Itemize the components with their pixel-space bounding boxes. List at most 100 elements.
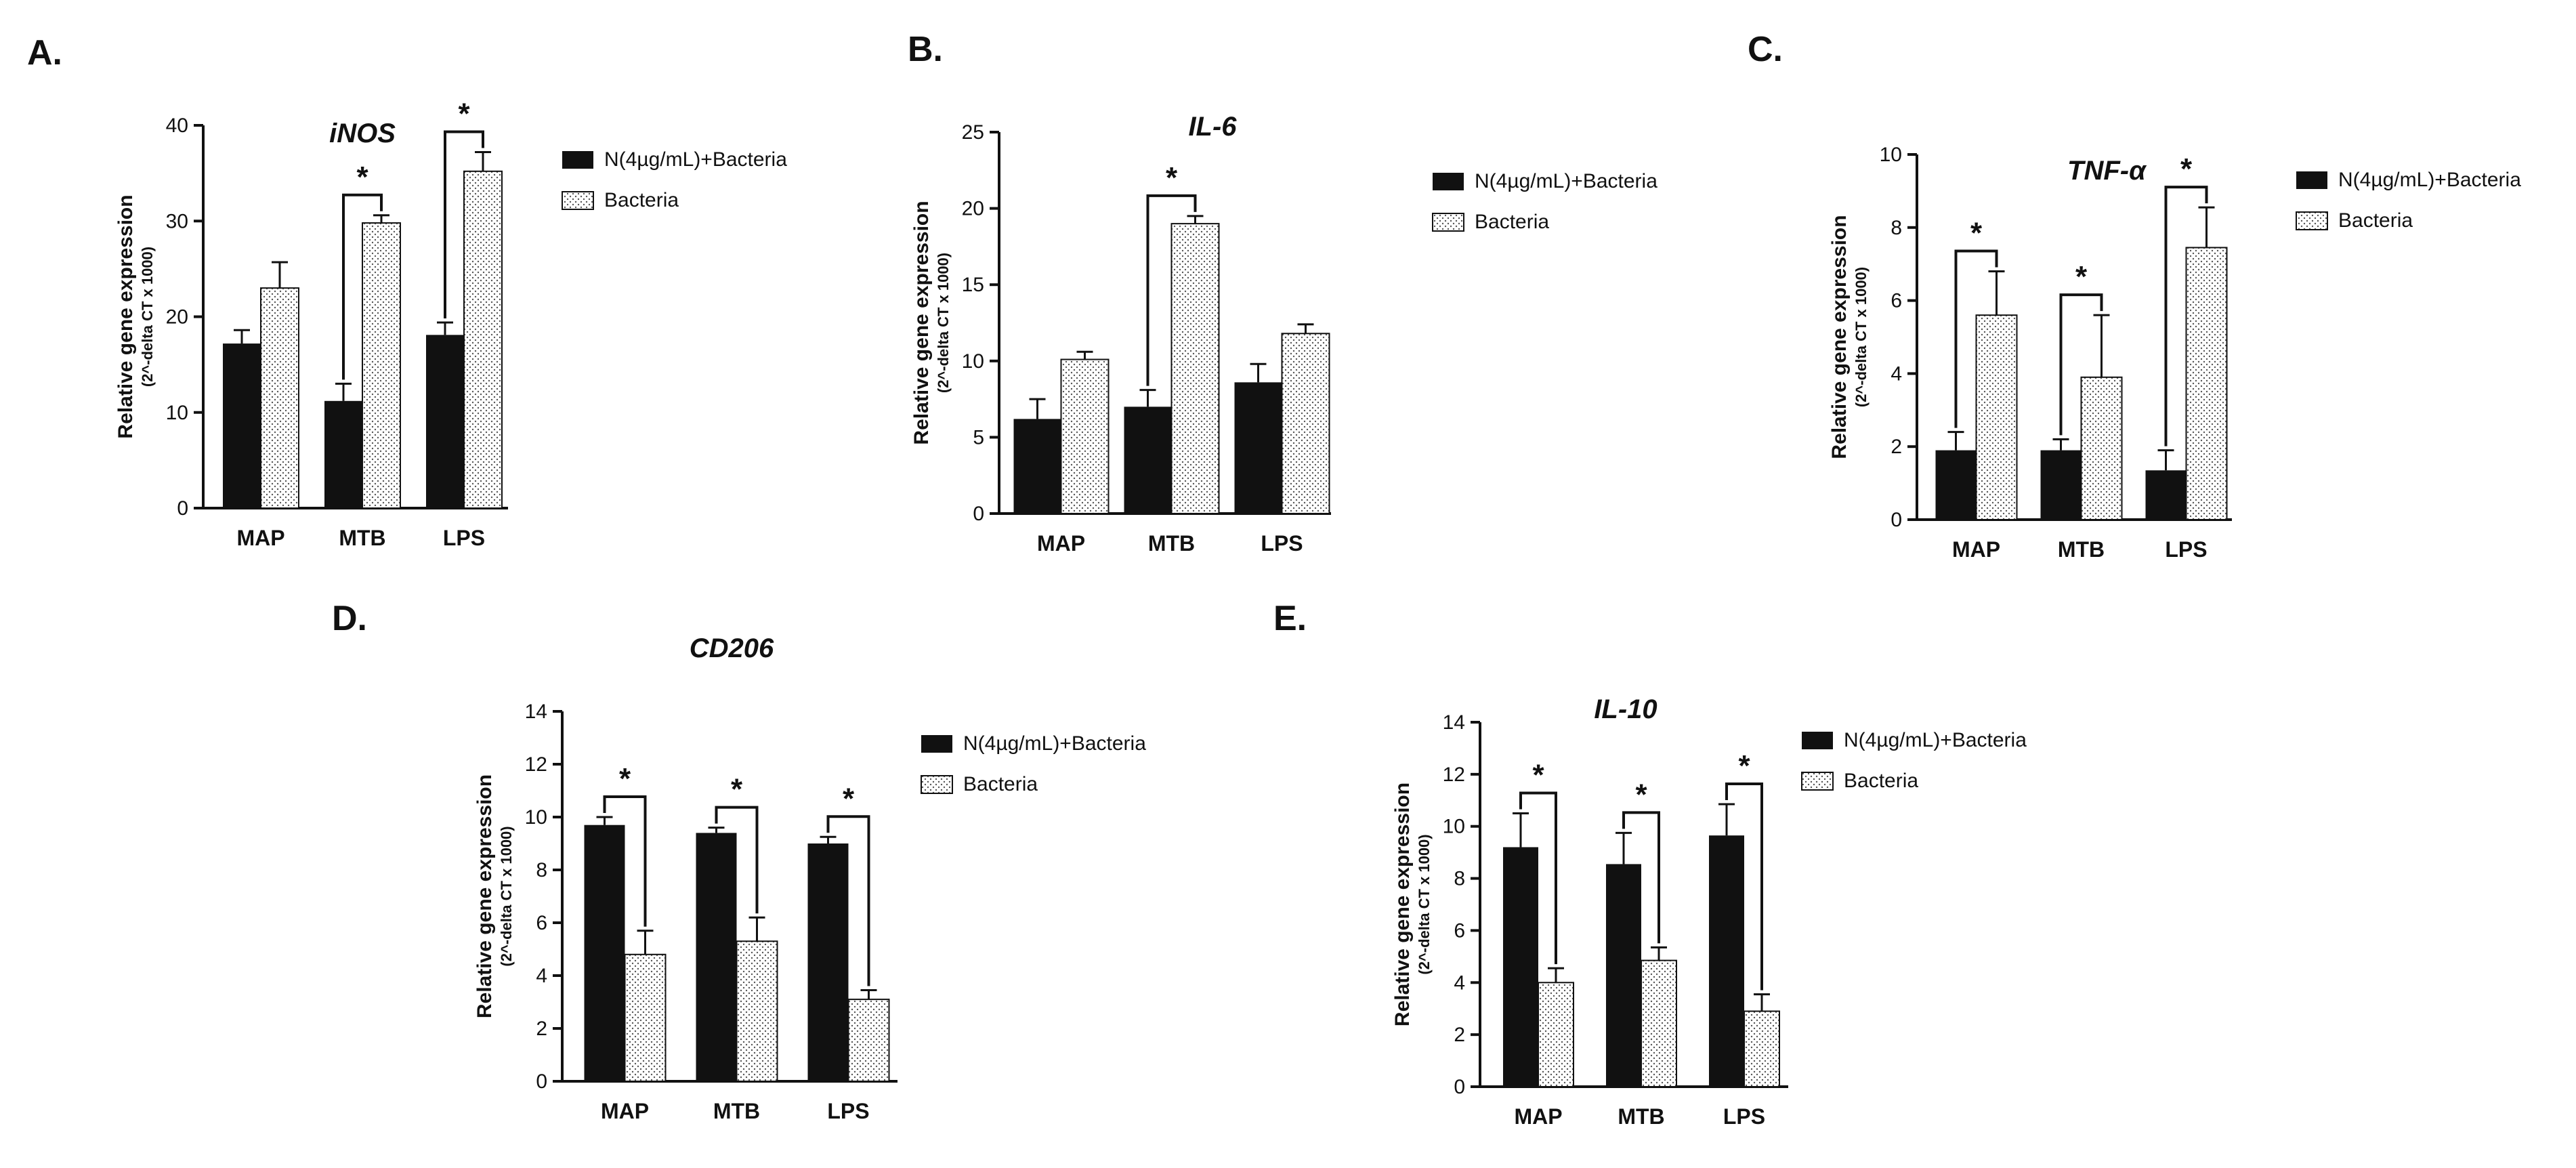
bar-bacteria-mtb: [1641, 959, 1677, 1088]
x-tick-label: LPS: [827, 1099, 869, 1123]
y-tick-label: 20: [962, 198, 984, 220]
y-tick-label: 10: [962, 350, 984, 373]
chart-panel-b: B. IL-6 Relative gene expression (2^-delta …: [908, 30, 1657, 556]
y-tick-label: 6: [1891, 290, 1902, 312]
significance-star-mtb: *: [1635, 778, 1647, 811]
significance-star-map: *: [1532, 759, 1544, 792]
y-axis-sublabel: (2^-delta CT x 1000): [139, 247, 156, 387]
y-tick-label: 0: [1454, 1076, 1465, 1098]
bar-treated-map: [1503, 847, 1538, 1087]
significance-star-mtb: *: [1166, 161, 1178, 194]
significance-bracket-lps: [1725, 783, 1763, 990]
y-tick-label: 0: [177, 497, 188, 520]
chart-panel-d: D. CD206 Relative gene expression (2^-delta…: [332, 599, 1146, 1123]
x-tick-label: LPS: [1261, 531, 1303, 556]
bar-treated-mtb: [696, 833, 737, 1081]
x-tick-label: MTB: [339, 526, 385, 550]
bar-treated-mtb: [324, 400, 362, 508]
x-tick-label: MTB: [2058, 537, 2105, 562]
chart-panel-e: E. IL-10 Relative gene expression (2^-delta…: [1273, 599, 2027, 1129]
bar-treated-map: [584, 825, 625, 1081]
y-tick-label: 30: [166, 210, 188, 232]
chart-title: iNOS: [329, 119, 396, 148]
significance-star-lps: *: [2180, 152, 2193, 186]
significance-bracket-lps: [444, 130, 484, 318]
x-tick-label: MAP: [1037, 531, 1085, 556]
chart-title: TNF-α: [2067, 156, 2147, 186]
legend-swatch-bacteria: [562, 191, 594, 210]
bar-treated-map: [1935, 450, 1977, 520]
significance-star-lps: *: [843, 782, 855, 815]
panel-letter: C.: [1748, 30, 1783, 69]
y-tick-label: 0: [973, 503, 984, 525]
y-tick-label: 15: [962, 274, 984, 296]
significance-bracket-mtb: [1622, 811, 1660, 944]
legend-label-treated: N(4µg/mL)+Bacteria: [1475, 170, 1657, 192]
bar-treated-map: [1013, 419, 1061, 514]
bar-treated-map: [223, 343, 261, 508]
legend-label-bacteria: Bacteria: [963, 773, 1038, 795]
significance-bracket-lps: [826, 815, 870, 986]
bar-bacteria-map: [1975, 314, 2018, 520]
bar-treated-lps: [2145, 470, 2187, 520]
significance-star-lps: *: [1738, 749, 1750, 783]
y-tick-label: 4: [1891, 362, 1902, 385]
significance-star-mtb: *: [356, 161, 368, 194]
significance-bracket-mtb: [715, 806, 759, 914]
significance-star-mtb: *: [2075, 260, 2088, 293]
legend-label-bacteria: Bacteria: [1475, 211, 1549, 233]
chart-panel-c: C. TNF-α Relative gene expression (2^-delta…: [1748, 30, 2521, 562]
y-tick-label: 40: [166, 114, 188, 137]
bar-treated-lps: [1234, 382, 1282, 514]
x-tick-label: LPS: [443, 526, 485, 550]
y-tick-label: 10: [166, 402, 188, 424]
chart-panel-a: A. iNOS Relative gene expression (2^-delta …: [27, 33, 787, 550]
bar-bacteria-lps: [847, 999, 890, 1082]
panel-letter: B.: [908, 30, 943, 69]
bar-bacteria-lps: [1744, 1010, 1780, 1087]
panel-letter: D.: [332, 599, 367, 638]
y-tick-label: 2: [1454, 1024, 1465, 1046]
significance-star-map: *: [619, 762, 631, 795]
y-axis-label: Relative gene expression: [114, 194, 137, 438]
y-axis-sublabel: (2^-delta CT x 1000): [498, 826, 515, 966]
significance-bracket-mtb: [2059, 293, 2103, 436]
y-axis-label: Relative gene expression: [473, 774, 496, 1018]
x-tick-label: MAP: [601, 1099, 649, 1123]
x-tick-label: LPS: [1723, 1104, 1765, 1129]
bar-bacteria-lps: [1281, 333, 1330, 514]
legend-label-treated: N(4µg/mL)+Bacteria: [2338, 169, 2521, 191]
y-axis-sublabel: (2^-delta CT x 1000): [1416, 834, 1433, 974]
y-tick-label: 8: [1454, 868, 1465, 890]
significance-bracket-lps: [2164, 186, 2208, 446]
panel-letter: E.: [1273, 599, 1307, 638]
panel-letter: A.: [27, 33, 62, 72]
y-tick-label: 2: [536, 1018, 547, 1040]
bar-bacteria-map: [1538, 982, 1574, 1088]
chart-title: CD206: [690, 633, 774, 663]
y-tick-label: 6: [1454, 919, 1465, 942]
bar-treated-lps: [426, 335, 464, 508]
y-axis-sublabel: (2^-delta CT x 1000): [935, 253, 952, 393]
x-tick-label: MAP: [1952, 537, 2000, 562]
bar-bacteria-mtb: [2080, 376, 2123, 520]
y-tick-label: 0: [536, 1070, 547, 1093]
bar-bacteria-mtb: [736, 940, 778, 1083]
y-tick-label: 8: [1891, 217, 1902, 239]
legend-label-bacteria: Bacteria: [2338, 209, 2413, 232]
y-tick-label: 14: [1443, 711, 1465, 734]
y-tick-label: 6: [536, 912, 547, 934]
y-axis-sublabel: (2^-delta CT x 1000): [1853, 267, 1870, 407]
y-tick-label: 10: [1443, 816, 1465, 838]
bar-bacteria-lps: [2185, 247, 2228, 520]
y-tick-label: 12: [1443, 764, 1465, 786]
bar-bacteria-lps: [463, 170, 503, 509]
y-axis-label: Relative gene expression: [1391, 783, 1414, 1026]
legend-swatch-treated: [562, 151, 593, 169]
legend-swatch-treated: [921, 735, 952, 753]
y-tick-label: 10: [525, 806, 547, 829]
y-tick-label: 4: [1454, 972, 1465, 994]
x-tick-label: MAP: [1514, 1104, 1562, 1129]
chart-title: IL-6: [1188, 112, 1237, 142]
